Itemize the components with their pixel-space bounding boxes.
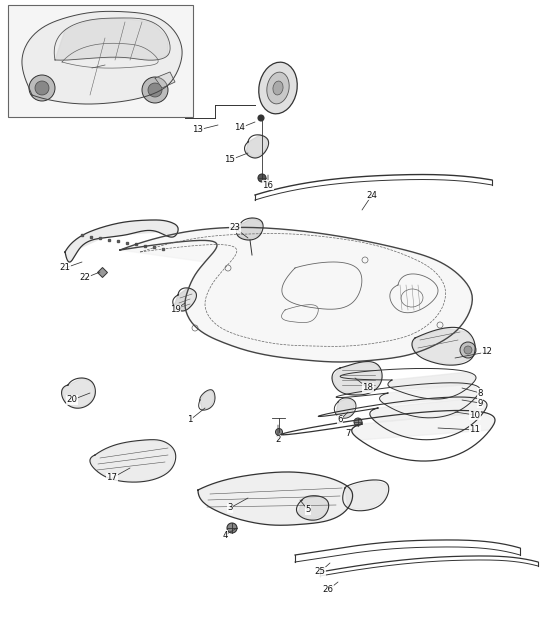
Text: 19: 19 [169, 305, 180, 315]
Polygon shape [345, 480, 388, 510]
Text: 24: 24 [366, 190, 378, 200]
Polygon shape [62, 378, 95, 408]
Circle shape [460, 342, 476, 358]
Circle shape [258, 115, 264, 121]
Polygon shape [412, 328, 475, 365]
Text: 8: 8 [477, 389, 483, 398]
Polygon shape [238, 218, 262, 240]
Circle shape [464, 346, 472, 354]
Ellipse shape [273, 81, 283, 95]
Text: 1: 1 [187, 416, 193, 425]
Text: 10: 10 [469, 411, 481, 420]
Bar [8, 5, 193, 117]
Polygon shape [155, 72, 175, 88]
Polygon shape [90, 440, 175, 482]
Ellipse shape [267, 72, 289, 104]
Text: 7: 7 [345, 428, 351, 438]
Text: 18: 18 [362, 384, 373, 392]
Polygon shape [298, 496, 328, 520]
Polygon shape [120, 228, 472, 362]
Polygon shape [174, 288, 196, 311]
Text: 26: 26 [323, 585, 334, 595]
Text: 6: 6 [337, 416, 343, 425]
Text: 25: 25 [314, 568, 325, 577]
Text: 21: 21 [59, 264, 70, 273]
Text: 5: 5 [305, 506, 311, 514]
Ellipse shape [259, 62, 297, 114]
Circle shape [148, 83, 162, 97]
Text: 23: 23 [229, 224, 240, 232]
Circle shape [258, 174, 266, 182]
Polygon shape [332, 362, 382, 395]
Polygon shape [380, 384, 480, 405]
Text: 13: 13 [192, 126, 203, 134]
Polygon shape [200, 390, 215, 410]
Polygon shape [198, 472, 352, 525]
Text: 11: 11 [469, 426, 481, 435]
Circle shape [276, 428, 282, 435]
Circle shape [142, 77, 168, 103]
Text: 4: 4 [222, 531, 228, 539]
Text: 15: 15 [225, 156, 235, 165]
Polygon shape [22, 12, 182, 104]
Text: 17: 17 [106, 474, 118, 482]
Polygon shape [65, 220, 178, 262]
Circle shape [227, 523, 237, 533]
Text: 14: 14 [234, 124, 245, 133]
Polygon shape [352, 412, 495, 440]
Polygon shape [336, 398, 355, 418]
Text: 2: 2 [275, 435, 281, 445]
Text: 12: 12 [481, 347, 493, 357]
Polygon shape [246, 135, 268, 158]
Text: 20: 20 [66, 396, 77, 404]
Text: 3: 3 [227, 504, 233, 512]
Polygon shape [370, 398, 487, 422]
Text: 9: 9 [477, 399, 483, 408]
Polygon shape [388, 372, 476, 390]
Circle shape [35, 81, 49, 95]
Circle shape [354, 418, 362, 426]
Text: 22: 22 [80, 274, 90, 283]
Circle shape [29, 75, 55, 101]
Text: 16: 16 [263, 180, 274, 190]
Polygon shape [55, 18, 168, 60]
